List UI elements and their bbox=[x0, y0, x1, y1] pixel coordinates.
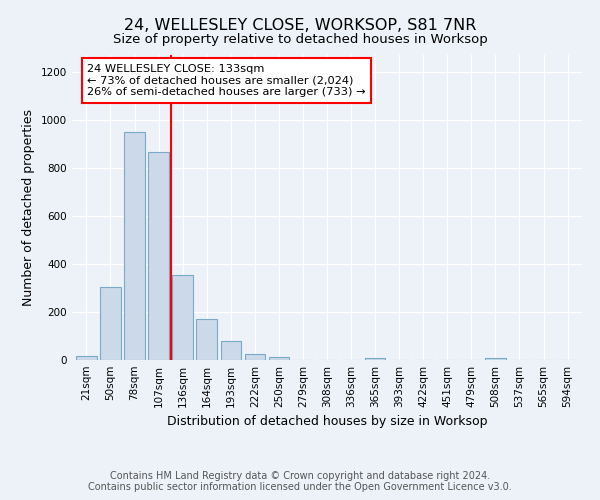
Bar bbox=[124, 132, 145, 360]
Bar bbox=[172, 274, 193, 360]
Bar bbox=[221, 341, 241, 360]
Text: Contains HM Land Registry data © Crown copyright and database right 2024.
Contai: Contains HM Land Registry data © Crown c… bbox=[88, 471, 512, 492]
Bar bbox=[245, 354, 265, 360]
Bar bbox=[100, 287, 121, 360]
Text: 24, WELLESLEY CLOSE, WORKSOP, S81 7NR: 24, WELLESLEY CLOSE, WORKSOP, S81 7NR bbox=[124, 18, 476, 32]
Bar bbox=[269, 357, 289, 360]
X-axis label: Distribution of detached houses by size in Worksop: Distribution of detached houses by size … bbox=[167, 416, 487, 428]
Bar bbox=[148, 152, 169, 360]
Y-axis label: Number of detached properties: Number of detached properties bbox=[22, 109, 35, 306]
Text: 24 WELLESLEY CLOSE: 133sqm
← 73% of detached houses are smaller (2,024)
26% of s: 24 WELLESLEY CLOSE: 133sqm ← 73% of deta… bbox=[88, 64, 366, 98]
Bar bbox=[365, 358, 385, 360]
Bar bbox=[76, 356, 97, 360]
Bar bbox=[485, 358, 506, 360]
Text: Size of property relative to detached houses in Worksop: Size of property relative to detached ho… bbox=[113, 32, 487, 46]
Bar bbox=[196, 319, 217, 360]
